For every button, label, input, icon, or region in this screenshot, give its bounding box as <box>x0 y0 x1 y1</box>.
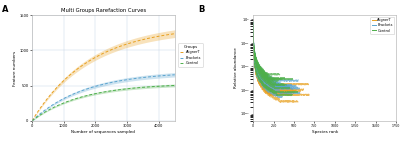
Y-axis label: Relative abundance: Relative abundance <box>234 48 238 88</box>
X-axis label: Species rank: Species rank <box>312 130 338 134</box>
Text: B: B <box>198 5 204 14</box>
X-axis label: Number of sequences sampled: Number of sequences sampled <box>72 130 135 134</box>
Legend: AlignerT, Brackets, Control: AlignerT, Brackets, Control <box>178 43 203 67</box>
Legend: AlignerT, Brackets, Control: AlignerT, Brackets, Control <box>370 17 394 34</box>
Text: A: A <box>2 5 8 14</box>
Title: Multi Groups Rarefaction Curves: Multi Groups Rarefaction Curves <box>61 8 146 13</box>
Y-axis label: Feature numbers: Feature numbers <box>13 50 17 85</box>
